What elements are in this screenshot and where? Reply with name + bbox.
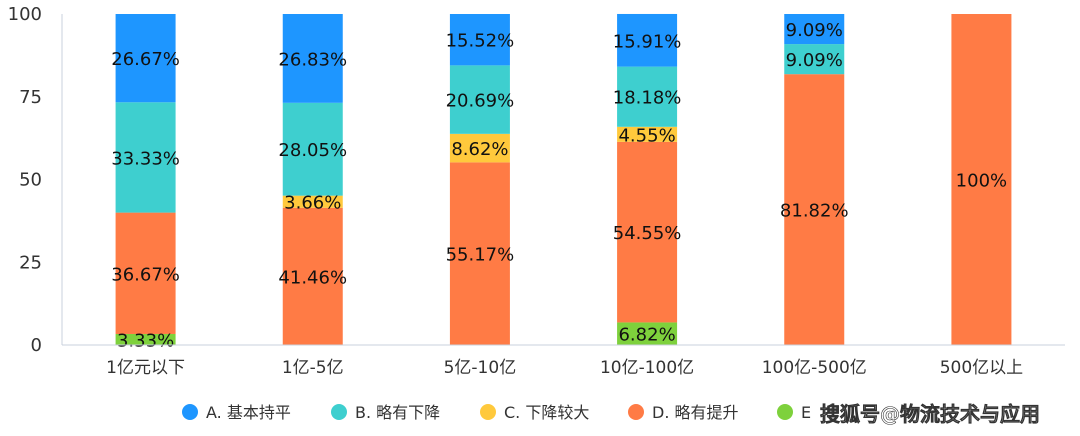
y-tick-label: 75 <box>19 87 42 108</box>
bar-segment <box>617 13 678 67</box>
bar-segment <box>784 44 845 75</box>
bar-stack: 81.82% 9.09% 9.09% <box>780 14 849 346</box>
data-label: 55.17% <box>446 245 515 266</box>
legend-label: A. 基本持平 <box>206 403 291 422</box>
bar-stack: 41.46% 3.66% 28.05% 26.83% <box>278 14 347 345</box>
bar-segment <box>784 14 845 45</box>
data-label: 28.05% <box>278 140 347 161</box>
legend-label: E <box>801 403 811 422</box>
watermark: 搜狐号@物流技术与应用 <box>820 402 1041 427</box>
bar-stack: 55.17% 8.62% 20.69% 15.52% <box>446 14 515 345</box>
x-tick-label: 1亿元以下 <box>106 358 185 378</box>
bar-segment <box>617 66 678 127</box>
legend-item: E <box>777 403 811 422</box>
legend-item: C. 下降较大 <box>480 403 589 422</box>
legend-label: C. 下降较大 <box>504 403 589 422</box>
data-label: 20.69% <box>446 91 515 112</box>
x-axis: 1亿元以下 1亿-5亿 5亿-10亿 10亿-100亿 100亿-500亿 500亿以上 <box>62 344 1065 378</box>
legend-item: A. 基本持平 <box>182 403 291 422</box>
bar-segment <box>282 195 343 208</box>
bar-segment <box>784 74 845 346</box>
bar-segment <box>282 207 343 345</box>
bar-segment <box>617 322 678 345</box>
bar-segment <box>617 141 678 323</box>
bar-segment <box>115 102 176 213</box>
legend-swatch <box>628 404 644 420</box>
legend-swatch <box>480 404 496 420</box>
legend: A. 基本持平 B. 略有下降 C. 下降较大 D. 略有提升 E <box>182 403 811 422</box>
bar-segment <box>282 14 343 103</box>
data-label: 15.91% <box>613 31 682 52</box>
legend-swatch <box>331 404 347 420</box>
x-tick-label: 500亿以上 <box>940 358 1023 378</box>
data-label: 26.67% <box>111 49 180 70</box>
data-label: 8.62% <box>451 139 508 160</box>
legend-swatch <box>777 404 793 420</box>
bar-segment <box>282 102 343 196</box>
bar-segment <box>449 133 510 163</box>
bar-stack: 3.33% 36.67% 33.33% 26.67% <box>111 14 180 351</box>
bar-segment <box>115 212 176 334</box>
data-label: 6.82% <box>618 325 675 346</box>
legend-label: D. 略有提升 <box>652 403 739 422</box>
data-label: 3.33% <box>117 330 174 351</box>
y-tick-label: 100 <box>8 4 42 25</box>
bar-segment <box>449 14 510 66</box>
data-label: 26.83% <box>278 49 347 70</box>
y-tick-label: 0 <box>31 335 42 356</box>
data-label: 9.09% <box>786 50 843 71</box>
bar-stack: 100% <box>951 14 1012 345</box>
data-label: 9.09% <box>786 20 843 41</box>
watermark-text: 搜狐号@物流技术与应用 <box>820 402 1040 426</box>
bar-segment <box>115 14 176 103</box>
y-tick-label: 25 <box>19 252 42 273</box>
data-label: 33.33% <box>111 148 180 169</box>
data-label: 100% <box>956 171 1007 192</box>
data-label: 18.18% <box>613 88 682 109</box>
x-tick-label: 5亿-10亿 <box>444 358 517 378</box>
x-tick-label: 1亿-5亿 <box>282 358 344 378</box>
legend-swatch <box>182 404 198 420</box>
legend-item: D. 略有提升 <box>628 403 739 422</box>
y-tick-label: 50 <box>19 170 42 191</box>
data-label: 54.55% <box>613 223 682 244</box>
bar-segment <box>449 162 510 345</box>
bar-segment <box>115 333 176 345</box>
bar-segment <box>617 126 678 142</box>
x-tick-label: 10亿-100亿 <box>600 358 694 378</box>
bar-segment <box>449 65 510 134</box>
x-tick-label: 100亿-500亿 <box>762 358 867 378</box>
bar-stack: 6.82% 54.55% 4.55% 18.18% 15.91% <box>613 13 682 346</box>
data-label: 41.46% <box>278 267 347 288</box>
data-label: 81.82% <box>780 201 849 222</box>
y-axis: 0 25 50 75 100 <box>8 4 63 356</box>
data-label: 36.67% <box>111 264 180 285</box>
bars: 3.33% 36.67% 33.33% 26.67% 41.46% 3.66% 28.05%… <box>111 13 1012 351</box>
data-label: 15.52% <box>446 31 515 52</box>
data-label: 3.66% <box>284 193 341 214</box>
data-label: 4.55% <box>618 125 675 146</box>
legend-label: B. 略有下降 <box>355 403 440 422</box>
legend-item: B. 略有下降 <box>331 403 440 422</box>
bar-segment <box>951 14 1012 345</box>
